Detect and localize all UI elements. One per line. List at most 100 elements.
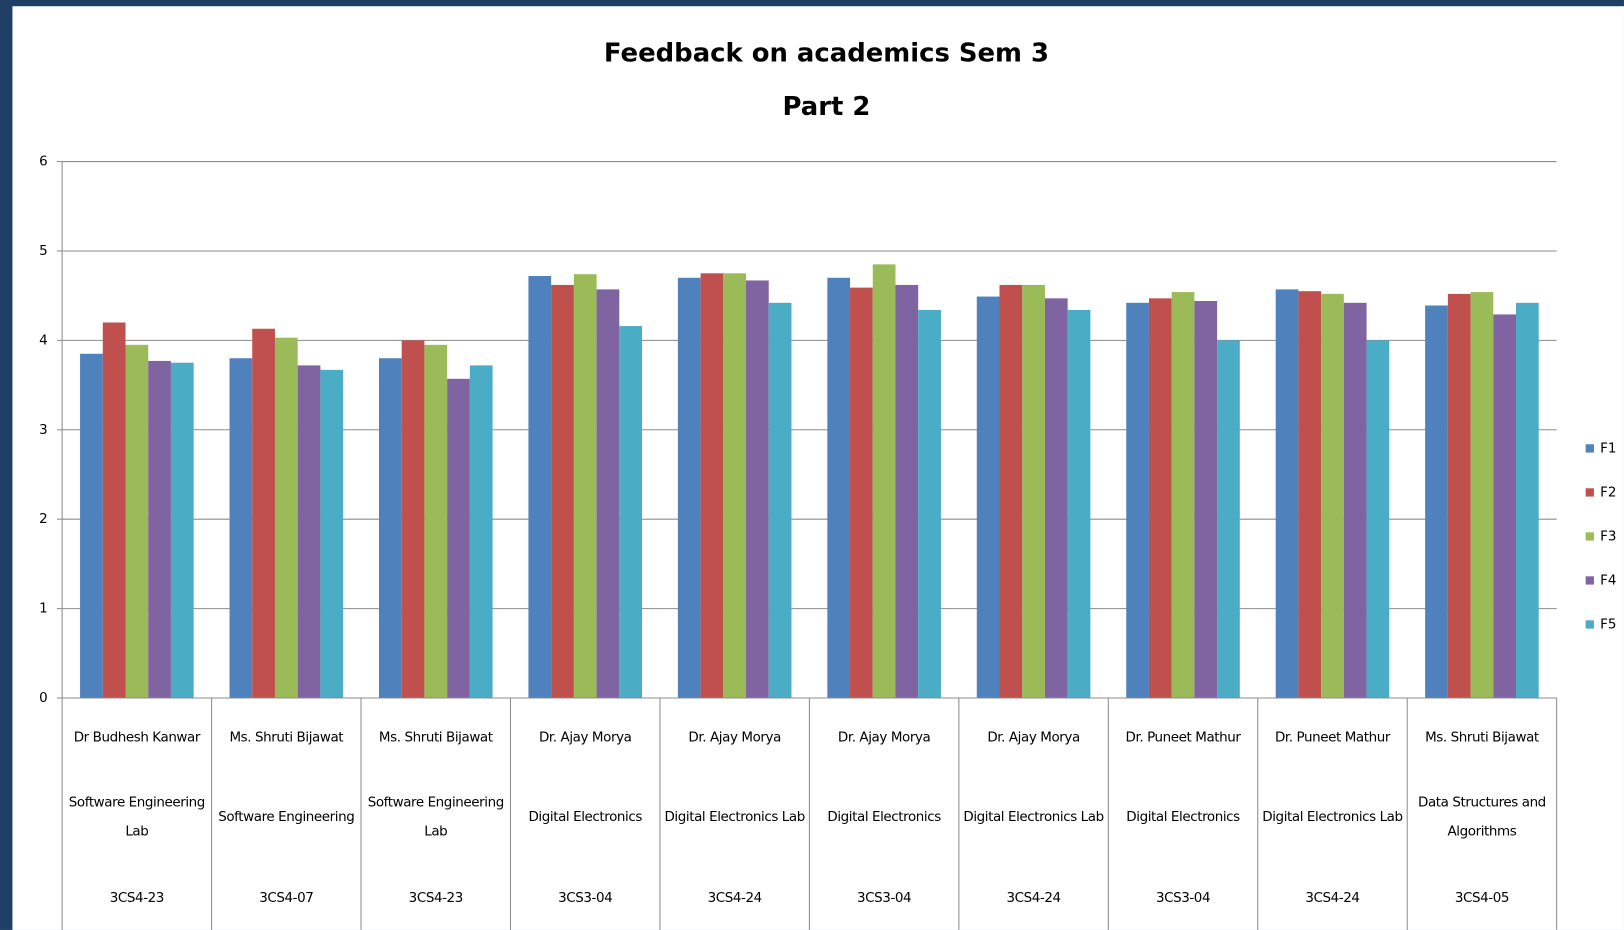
legend-swatch [1585,488,1594,497]
bar [1044,298,1068,698]
y-tick-label: 2 [39,512,48,527]
bar [746,280,769,698]
category-subject: Digital Electronics [827,809,941,826]
bar [1516,302,1539,698]
category-subject: Digital Electronics Lab [1262,809,1403,826]
category-subject: Digital Electronics Lab [963,809,1104,826]
category-code: 3CS3-04 [857,890,912,907]
bar [1022,284,1045,698]
bar [1470,292,1494,698]
legend-label: F4 [1600,573,1616,588]
bar [827,277,851,698]
y-tick-label: 4 [39,333,48,348]
bar [999,284,1023,698]
bar [1217,340,1240,698]
bar [1298,291,1322,698]
category-code: 3CS4-23 [408,890,464,907]
bar [1447,293,1471,698]
category-teacher: Dr. Puneet Mathur [1125,730,1241,746]
bar [1343,302,1367,698]
bar [596,289,620,698]
category-teacher: Dr. Ajay Morya [987,730,1080,746]
bar [170,362,194,698]
bar [252,328,275,698]
category-subject: Software Engineering Lab [68,795,206,840]
bar [274,337,298,698]
bar [619,326,643,698]
bar [768,302,792,698]
bar [700,273,724,698]
bar [1275,289,1299,698]
category-teacher: Ms. Shruti Bijawat [378,730,493,746]
category-code: 3CS4-24 [1006,890,1061,907]
category-subject: Software Engineering Lab [367,795,505,840]
category-subject: Software Engineering [218,809,355,826]
category-code: 3CS3-04 [558,890,613,907]
legend-swatch [1585,532,1594,541]
bar [447,378,470,698]
category-teacher: Dr. Ajay Morya [688,730,781,746]
legend-label: F5 [1600,617,1616,632]
bar [1425,305,1448,698]
bar [918,309,941,698]
bar [102,322,126,698]
category-code: 3CS4-23 [109,890,165,907]
category-teacher: Ms. Shruti Bijawat [1425,730,1539,746]
category-teacher: Ms. Shruti Bijawat [229,730,344,746]
bar [469,365,493,698]
category-code: 3CS4-24 [1305,890,1360,907]
legend-swatch [1585,576,1594,585]
bar [1321,293,1344,698]
bar [1194,301,1218,698]
category-teacher: Dr. Ajay Morya [538,730,632,746]
bar [378,358,402,698]
bar [1366,340,1390,698]
category-code: 3CS3-04 [1155,890,1211,907]
bar [148,360,171,698]
bar [872,264,896,698]
bar [229,358,253,698]
category-teacher: Dr. Ajay Morya [837,730,931,746]
y-tick-label: 6 [39,155,48,170]
bar [551,284,574,698]
bar [976,296,1000,698]
legend-label: F2 [1600,485,1616,500]
legend-label: F3 [1600,529,1616,544]
bar [850,287,873,698]
category-subject: Data Structures and Algorithms [1418,795,1546,840]
category-teacher: Dr. Puneet Mathur [1274,730,1390,746]
category-subject: Digital Electronics [1126,809,1240,826]
category-subject: Digital Electronics Lab [664,809,805,826]
y-tick-label: 1 [39,602,48,617]
bar [895,284,919,698]
category-teacher: Dr Budhesh Kanwar [73,730,201,746]
bar [297,365,321,698]
bar [1493,314,1517,698]
bar [1148,298,1172,698]
category-code: 3CS4-05 [1454,890,1510,907]
category-code: 3CS4-07 [259,890,314,907]
bar [677,277,701,698]
bar [1067,309,1091,698]
category-code: 3CS4-24 [707,890,763,907]
bar [80,353,103,698]
legend-label: F1 [1600,441,1616,456]
bar [401,340,425,698]
chart-subtitle: Part 2 [783,92,871,122]
bar [125,344,149,698]
chart-title: Feedback on academics Sem 3 [604,38,1049,68]
legend-swatch [1585,444,1594,453]
bar [1171,292,1195,698]
bar [424,344,448,698]
y-tick-label: 3 [39,423,48,438]
y-tick-label: 0 [39,691,48,706]
bar [528,275,552,698]
bar [320,369,344,698]
category-subject: Digital Electronics [528,809,642,826]
bar [1126,302,1149,698]
bar [723,273,747,698]
legend-swatch [1585,620,1594,629]
y-tick-label: 5 [39,244,48,259]
